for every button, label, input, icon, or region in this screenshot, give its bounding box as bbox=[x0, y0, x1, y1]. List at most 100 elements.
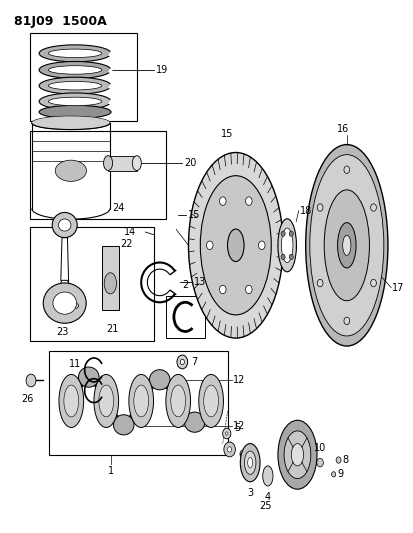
Ellipse shape bbox=[104, 273, 116, 294]
Text: 8: 8 bbox=[342, 455, 348, 465]
Text: 15: 15 bbox=[221, 129, 233, 139]
Circle shape bbox=[331, 472, 335, 477]
Ellipse shape bbox=[39, 77, 111, 94]
Circle shape bbox=[180, 359, 184, 365]
Circle shape bbox=[370, 204, 375, 211]
Ellipse shape bbox=[59, 375, 83, 427]
Ellipse shape bbox=[240, 443, 259, 482]
Ellipse shape bbox=[48, 66, 102, 74]
Text: 3: 3 bbox=[247, 488, 253, 498]
Circle shape bbox=[316, 279, 322, 287]
Circle shape bbox=[370, 279, 375, 287]
Ellipse shape bbox=[48, 97, 102, 106]
Ellipse shape bbox=[128, 375, 153, 427]
Circle shape bbox=[222, 428, 230, 439]
Ellipse shape bbox=[113, 415, 134, 435]
Text: 13: 13 bbox=[193, 277, 206, 287]
Circle shape bbox=[227, 447, 231, 452]
Text: 19: 19 bbox=[155, 65, 167, 75]
Ellipse shape bbox=[277, 219, 296, 272]
Circle shape bbox=[206, 241, 213, 249]
Circle shape bbox=[176, 355, 187, 369]
Ellipse shape bbox=[166, 375, 190, 427]
Ellipse shape bbox=[337, 223, 355, 268]
Text: 12: 12 bbox=[232, 421, 244, 431]
Text: 15: 15 bbox=[187, 209, 199, 220]
Text: 21: 21 bbox=[106, 325, 119, 334]
Ellipse shape bbox=[277, 420, 316, 489]
Ellipse shape bbox=[184, 412, 204, 432]
Ellipse shape bbox=[73, 303, 78, 308]
Ellipse shape bbox=[262, 466, 272, 486]
Circle shape bbox=[316, 204, 322, 211]
Ellipse shape bbox=[200, 176, 271, 315]
Text: 20: 20 bbox=[184, 158, 196, 168]
Ellipse shape bbox=[247, 457, 252, 468]
Ellipse shape bbox=[103, 156, 112, 171]
Ellipse shape bbox=[55, 160, 86, 181]
Text: 25: 25 bbox=[259, 502, 271, 511]
Ellipse shape bbox=[309, 155, 383, 336]
Text: 24: 24 bbox=[112, 203, 124, 213]
Ellipse shape bbox=[283, 431, 310, 479]
Circle shape bbox=[316, 458, 323, 467]
Ellipse shape bbox=[198, 375, 223, 427]
Ellipse shape bbox=[281, 228, 292, 263]
Text: 17: 17 bbox=[391, 282, 404, 293]
Text: 7: 7 bbox=[191, 357, 197, 367]
Circle shape bbox=[343, 166, 349, 173]
Circle shape bbox=[26, 374, 36, 387]
Text: 26: 26 bbox=[21, 394, 34, 404]
Ellipse shape bbox=[78, 367, 99, 387]
Text: 1: 1 bbox=[108, 466, 114, 477]
Circle shape bbox=[225, 432, 228, 435]
Text: 14: 14 bbox=[124, 227, 136, 237]
Circle shape bbox=[245, 197, 252, 205]
Ellipse shape bbox=[99, 385, 114, 417]
Text: 16: 16 bbox=[336, 124, 348, 134]
Text: 22: 22 bbox=[120, 239, 133, 249]
Circle shape bbox=[219, 285, 225, 294]
Ellipse shape bbox=[39, 93, 111, 110]
Text: 9: 9 bbox=[337, 470, 343, 479]
Text: 11: 11 bbox=[68, 379, 81, 390]
Ellipse shape bbox=[32, 116, 110, 130]
Ellipse shape bbox=[132, 156, 141, 171]
Ellipse shape bbox=[52, 213, 77, 238]
Text: 10: 10 bbox=[313, 443, 325, 453]
Text: 6: 6 bbox=[238, 450, 244, 460]
Text: 11: 11 bbox=[68, 359, 81, 369]
Ellipse shape bbox=[291, 443, 303, 466]
Ellipse shape bbox=[64, 385, 78, 417]
Circle shape bbox=[335, 457, 340, 463]
Ellipse shape bbox=[244, 451, 255, 474]
Circle shape bbox=[280, 254, 285, 260]
Ellipse shape bbox=[133, 385, 148, 417]
Bar bbox=[166, 296, 204, 338]
Circle shape bbox=[258, 241, 264, 249]
Text: 5: 5 bbox=[234, 423, 240, 433]
Text: 4: 4 bbox=[264, 492, 270, 502]
Text: 81J09  1500A: 81J09 1500A bbox=[14, 14, 106, 28]
Ellipse shape bbox=[39, 106, 111, 118]
Text: 18: 18 bbox=[299, 206, 311, 216]
Ellipse shape bbox=[323, 190, 368, 301]
Circle shape bbox=[219, 197, 225, 205]
Circle shape bbox=[289, 254, 292, 260]
Ellipse shape bbox=[203, 385, 218, 417]
Ellipse shape bbox=[94, 375, 118, 427]
Bar bbox=[102, 246, 118, 310]
Ellipse shape bbox=[58, 219, 71, 231]
Ellipse shape bbox=[39, 45, 111, 62]
Text: 23: 23 bbox=[56, 327, 69, 337]
Ellipse shape bbox=[342, 235, 350, 255]
Ellipse shape bbox=[149, 370, 170, 390]
Ellipse shape bbox=[48, 49, 102, 58]
Bar bbox=[30, 227, 153, 341]
Ellipse shape bbox=[53, 292, 76, 314]
Ellipse shape bbox=[188, 152, 282, 338]
Circle shape bbox=[223, 442, 235, 457]
Circle shape bbox=[280, 231, 285, 236]
Ellipse shape bbox=[39, 61, 111, 78]
Bar bbox=[49, 351, 227, 455]
